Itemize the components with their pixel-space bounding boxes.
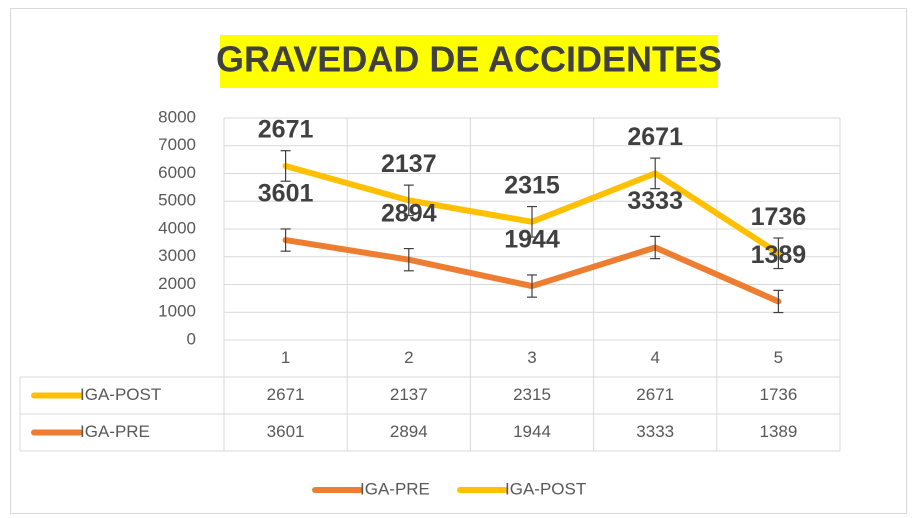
data-label: 3601 bbox=[258, 180, 314, 208]
title-background bbox=[220, 35, 718, 88]
x-tick-label: 4 bbox=[650, 348, 659, 367]
table-cell: 3333 bbox=[636, 422, 674, 441]
table-cell: 2315 bbox=[513, 385, 551, 404]
y-tick-label: 0 bbox=[187, 329, 196, 348]
x-tick-label: 5 bbox=[774, 348, 783, 367]
legend-label: IGA-PRE bbox=[360, 479, 430, 498]
chart-title: GRAVEDAD DE ACCIDENTES bbox=[216, 39, 722, 80]
table-series-name: IGA-POST bbox=[80, 385, 161, 404]
table-cell: 1736 bbox=[759, 385, 797, 404]
y-tick-label: 2000 bbox=[158, 274, 196, 293]
y-tick-label: 5000 bbox=[158, 191, 196, 210]
table-cell: 2894 bbox=[390, 422, 428, 441]
y-tick-label: 4000 bbox=[158, 218, 196, 237]
data-label: 1736 bbox=[751, 203, 807, 231]
y-tick-label: 1000 bbox=[158, 302, 196, 321]
table-cell: 1389 bbox=[759, 422, 797, 441]
table-cell: 2671 bbox=[636, 385, 674, 404]
table-cell: 3601 bbox=[267, 422, 305, 441]
x-tick-label: 1 bbox=[281, 348, 290, 367]
data-label: 2671 bbox=[258, 116, 314, 144]
data-label: 2137 bbox=[381, 150, 437, 178]
table-cell: 2137 bbox=[390, 385, 428, 404]
y-tick-label: 6000 bbox=[158, 163, 196, 182]
chart-frame bbox=[10, 8, 907, 514]
x-tick-label: 2 bbox=[404, 348, 413, 367]
y-tick-label: 7000 bbox=[158, 135, 196, 154]
x-tick-label: 3 bbox=[527, 348, 536, 367]
table-cell: 1944 bbox=[513, 422, 551, 441]
y-tick-label: 3000 bbox=[158, 246, 196, 265]
data-label: 3333 bbox=[627, 187, 683, 215]
legend-label: IGA-POST bbox=[505, 479, 586, 498]
data-label: 2671 bbox=[627, 123, 683, 151]
table-cell: 2671 bbox=[267, 385, 305, 404]
y-tick-label: 8000 bbox=[158, 107, 196, 126]
table-series-name: IGA-PRE bbox=[80, 422, 150, 441]
data-label: 2315 bbox=[504, 171, 560, 199]
